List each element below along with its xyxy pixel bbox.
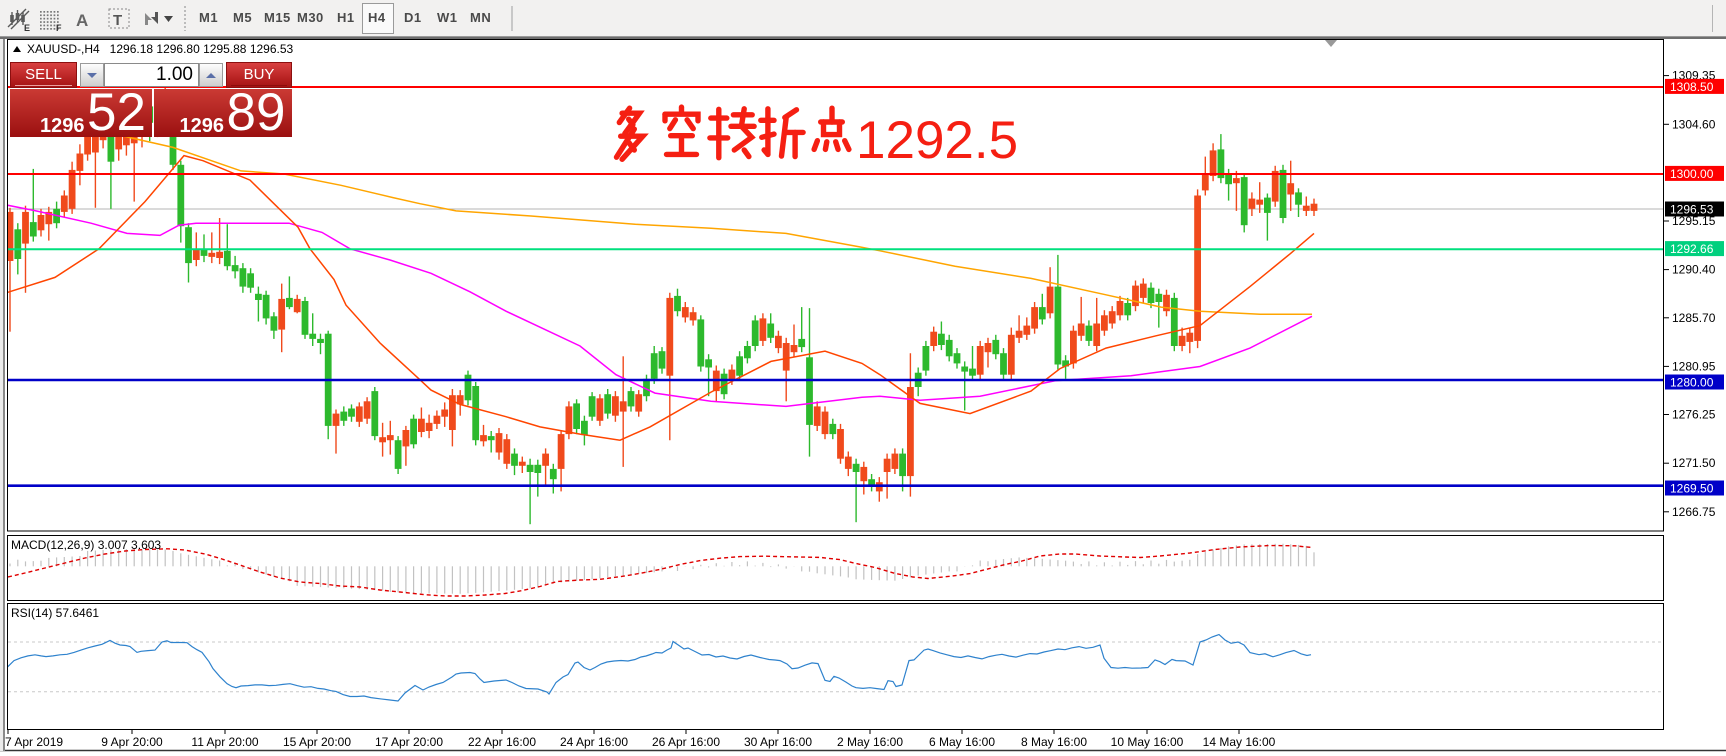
svg-text:14 May 16:00: 14 May 16:00 (1203, 735, 1276, 749)
svg-text:1300.00: 1300.00 (1670, 167, 1714, 181)
svg-text:9 Apr 20:00: 9 Apr 20:00 (101, 735, 163, 749)
svg-text:15 Apr 20:00: 15 Apr 20:00 (283, 735, 351, 749)
svg-text:22 Apr 16:00: 22 Apr 16:00 (468, 735, 536, 749)
svg-text:1296.53: 1296.53 (1670, 203, 1714, 217)
svg-text:RSI(14) 57.6461: RSI(14) 57.6461 (11, 606, 99, 620)
svg-text:30 Apr 16:00: 30 Apr 16:00 (744, 735, 812, 749)
svg-text:1280.00: 1280.00 (1670, 376, 1714, 390)
svg-text:A: A (76, 11, 88, 30)
svg-text:1269.50: 1269.50 (1670, 482, 1714, 496)
svg-text:11 Apr 20:00: 11 Apr 20:00 (191, 735, 258, 749)
svg-text:7 Apr 2019: 7 Apr 2019 (5, 735, 63, 749)
svg-text:26 Apr 16:00: 26 Apr 16:00 (652, 735, 720, 749)
svg-text:8 May 16:00: 8 May 16:00 (1021, 735, 1087, 749)
svg-text:MACD(12,26,9) 3.007 3.603: MACD(12,26,9) 3.007 3.603 (11, 538, 161, 552)
svg-text:1292.5: 1292.5 (856, 111, 1018, 170)
svg-text:1292.66: 1292.66 (1670, 242, 1714, 256)
svg-text:1266.75: 1266.75 (1672, 505, 1716, 519)
svg-text:1308.50: 1308.50 (1670, 80, 1714, 94)
svg-text:E: E (24, 23, 30, 33)
svg-text:2 May 16:00: 2 May 16:00 (837, 735, 903, 749)
svg-text:1276.25: 1276.25 (1672, 408, 1716, 422)
svg-text:6 May 16:00: 6 May 16:00 (929, 735, 995, 749)
svg-text:24 Apr 16:00: 24 Apr 16:00 (560, 735, 628, 749)
svg-text:1285.70: 1285.70 (1672, 311, 1716, 325)
svg-text:10 May 16:00: 10 May 16:00 (1111, 735, 1184, 749)
svg-text:1271.50: 1271.50 (1672, 456, 1716, 470)
svg-text:1280.95: 1280.95 (1672, 359, 1716, 373)
svg-text:1304.60: 1304.60 (1672, 117, 1716, 131)
svg-text:1295.15: 1295.15 (1672, 214, 1716, 228)
svg-text:17 Apr 20:00: 17 Apr 20:00 (375, 735, 443, 749)
svg-text:1290.40: 1290.40 (1672, 263, 1716, 277)
svg-text:T: T (113, 12, 122, 29)
svg-text:XAUUSD-,H4 1296.18 1296.80 1: XAUUSD-,H4 1296.18 1296.80 1295.88 1296.… (27, 42, 294, 56)
svg-text:F: F (56, 23, 62, 33)
